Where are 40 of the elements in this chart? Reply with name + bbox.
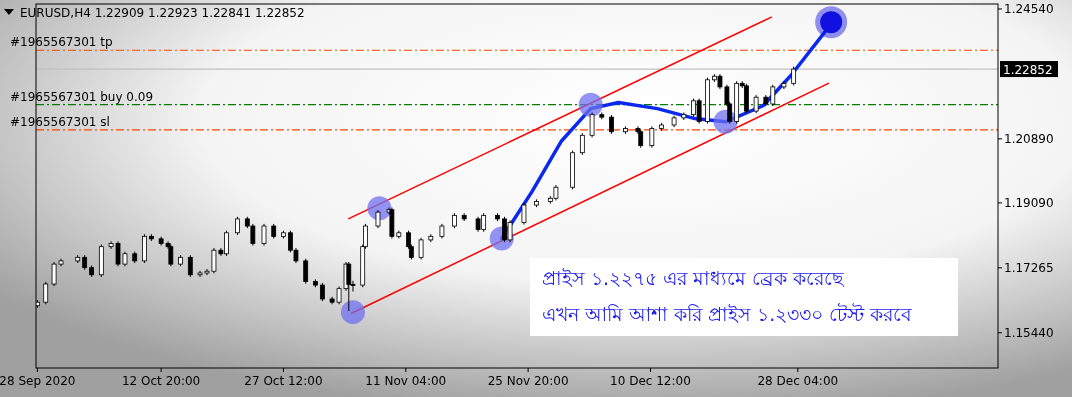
candlestick [649, 125, 655, 149]
candlestick [187, 254, 193, 278]
candlestick [589, 112, 595, 138]
y-tick-label: 1.17265 [1004, 261, 1054, 276]
y-tick-label: 1.24540 [1004, 2, 1054, 17]
candlestick [261, 223, 267, 247]
candlestick [638, 129, 644, 149]
y-tick-label: 1.15440 [1004, 326, 1054, 341]
candlestick [168, 244, 174, 267]
ref-line-label: #1965567301 buy 0.09 [10, 89, 154, 104]
candlestick [579, 132, 585, 156]
x-tick-label: 28 Dec 04:00 [757, 374, 839, 388]
point [578, 92, 603, 117]
candlestick [521, 202, 527, 226]
candlestick [43, 281, 49, 305]
x-tick-label: 27 Oct 12:00 [244, 374, 323, 388]
candlestick [770, 84, 776, 107]
candlestick [375, 209, 381, 229]
y-tick-label: 1.20890 [1004, 132, 1054, 147]
ref-line-label: 1.22852 [1003, 63, 1053, 78]
point [340, 300, 365, 325]
candlestick [303, 258, 309, 285]
x-tick-label: 12 Oct 20:00 [122, 374, 201, 388]
candlestick [346, 261, 352, 312]
chart-title: EURUSD,H4 1.22909 1.22923 1.22841 1.22852 [20, 6, 305, 20]
candlestick [235, 216, 240, 236]
x-tick-label: 25 Nov 20:00 [487, 374, 569, 388]
candlestick [418, 237, 424, 260]
y-tick-label: 1.19090 [1004, 196, 1054, 211]
candlestick [753, 94, 759, 114]
annotation: এখন আমি আশা করি প্রাইস ১.২৩৩০ টেস্ট করবে [542, 303, 913, 325]
candlestick [791, 66, 797, 86]
ref-line-label: #1965567301 tp [10, 35, 113, 50]
x-tick-label: 10 Dec 12:00 [610, 374, 691, 388]
candlestick [609, 114, 614, 135]
annotation: প্রাইস ১.২২৭৫ এর মাধ্যমে ব্রেক করেছে [542, 267, 846, 289]
candlestick [319, 282, 325, 302]
x-tick-label: 11 Nov 04:00 [365, 374, 447, 388]
x-tick-label: 28 Sep 2020 [0, 374, 76, 388]
ref-line-label: #1965567301 sl [10, 114, 110, 129]
